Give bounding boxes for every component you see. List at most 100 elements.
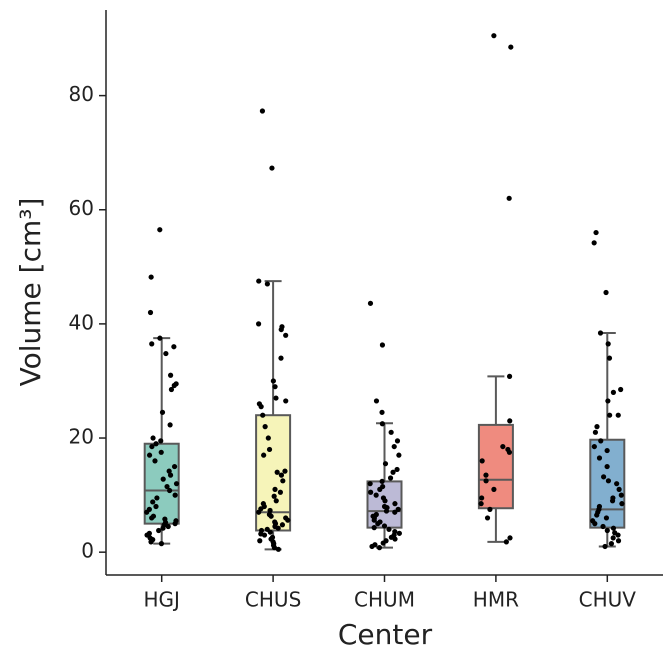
point (266, 511, 273, 518)
point (167, 422, 173, 428)
point (392, 501, 398, 507)
x-tick-label: CHUM (354, 588, 415, 612)
point (491, 33, 497, 39)
point (172, 492, 178, 498)
point (171, 344, 177, 350)
point (269, 165, 275, 171)
y-tick-label: 40 (69, 310, 94, 334)
point (273, 395, 279, 401)
x-tick-label: HGJ (143, 588, 179, 612)
point (605, 478, 612, 484)
point (606, 355, 613, 361)
point (591, 443, 597, 450)
point (278, 472, 285, 478)
point (392, 509, 398, 515)
point (158, 438, 164, 444)
point (487, 506, 493, 512)
point (479, 495, 485, 501)
point (256, 401, 262, 407)
x-tick-label: CHUV (579, 588, 637, 612)
point (166, 468, 172, 474)
point (508, 44, 514, 50)
point (274, 469, 280, 475)
point (593, 229, 599, 236)
point (153, 441, 159, 447)
point (173, 481, 180, 487)
point (601, 474, 607, 480)
point (149, 443, 155, 450)
point (264, 526, 270, 532)
point (391, 443, 397, 450)
point (262, 424, 268, 430)
point (390, 469, 396, 475)
point (605, 341, 611, 347)
point (608, 541, 615, 547)
point (260, 501, 266, 507)
point (598, 438, 604, 444)
point (279, 522, 286, 528)
point (255, 321, 262, 327)
point (167, 472, 174, 478)
point (597, 330, 604, 336)
point (373, 492, 379, 498)
point (600, 523, 606, 530)
point (610, 525, 617, 531)
point (150, 513, 157, 519)
point (388, 429, 394, 435)
point (156, 527, 162, 534)
point (265, 435, 271, 441)
point (146, 530, 152, 536)
point (604, 447, 610, 454)
point (264, 281, 270, 287)
point (503, 539, 509, 545)
point (614, 481, 620, 487)
point (150, 435, 156, 441)
point (603, 289, 609, 296)
point (257, 538, 263, 544)
point (168, 386, 175, 393)
point (157, 227, 163, 233)
point (167, 487, 173, 494)
point (163, 350, 169, 357)
point (157, 335, 163, 341)
point (152, 458, 158, 464)
point (590, 518, 596, 524)
point (261, 452, 267, 458)
point (258, 527, 265, 534)
point (602, 543, 608, 550)
point (373, 398, 380, 404)
point (594, 424, 600, 430)
point (479, 458, 485, 464)
point (605, 398, 611, 404)
point (283, 515, 289, 521)
point (379, 421, 385, 427)
point (277, 489, 283, 495)
y-tick-label: 80 (69, 82, 94, 106)
point (610, 389, 617, 395)
point (506, 373, 513, 379)
y-tick-label: 60 (69, 196, 94, 220)
point (381, 503, 388, 510)
point (615, 538, 622, 544)
point (507, 535, 513, 541)
point (387, 475, 394, 481)
point (154, 495, 160, 501)
point (506, 195, 512, 201)
box (477, 423, 514, 510)
point (266, 446, 273, 453)
point (395, 506, 401, 512)
point (610, 535, 616, 541)
point (604, 463, 610, 470)
point (275, 546, 282, 552)
point (591, 240, 597, 246)
point (160, 476, 166, 482)
point (505, 446, 511, 453)
y-tick-label: 20 (69, 425, 94, 449)
point (382, 461, 389, 467)
point (367, 481, 373, 487)
point (269, 534, 276, 540)
point (149, 341, 155, 347)
point (283, 332, 289, 338)
point (278, 355, 284, 361)
point (381, 523, 388, 529)
